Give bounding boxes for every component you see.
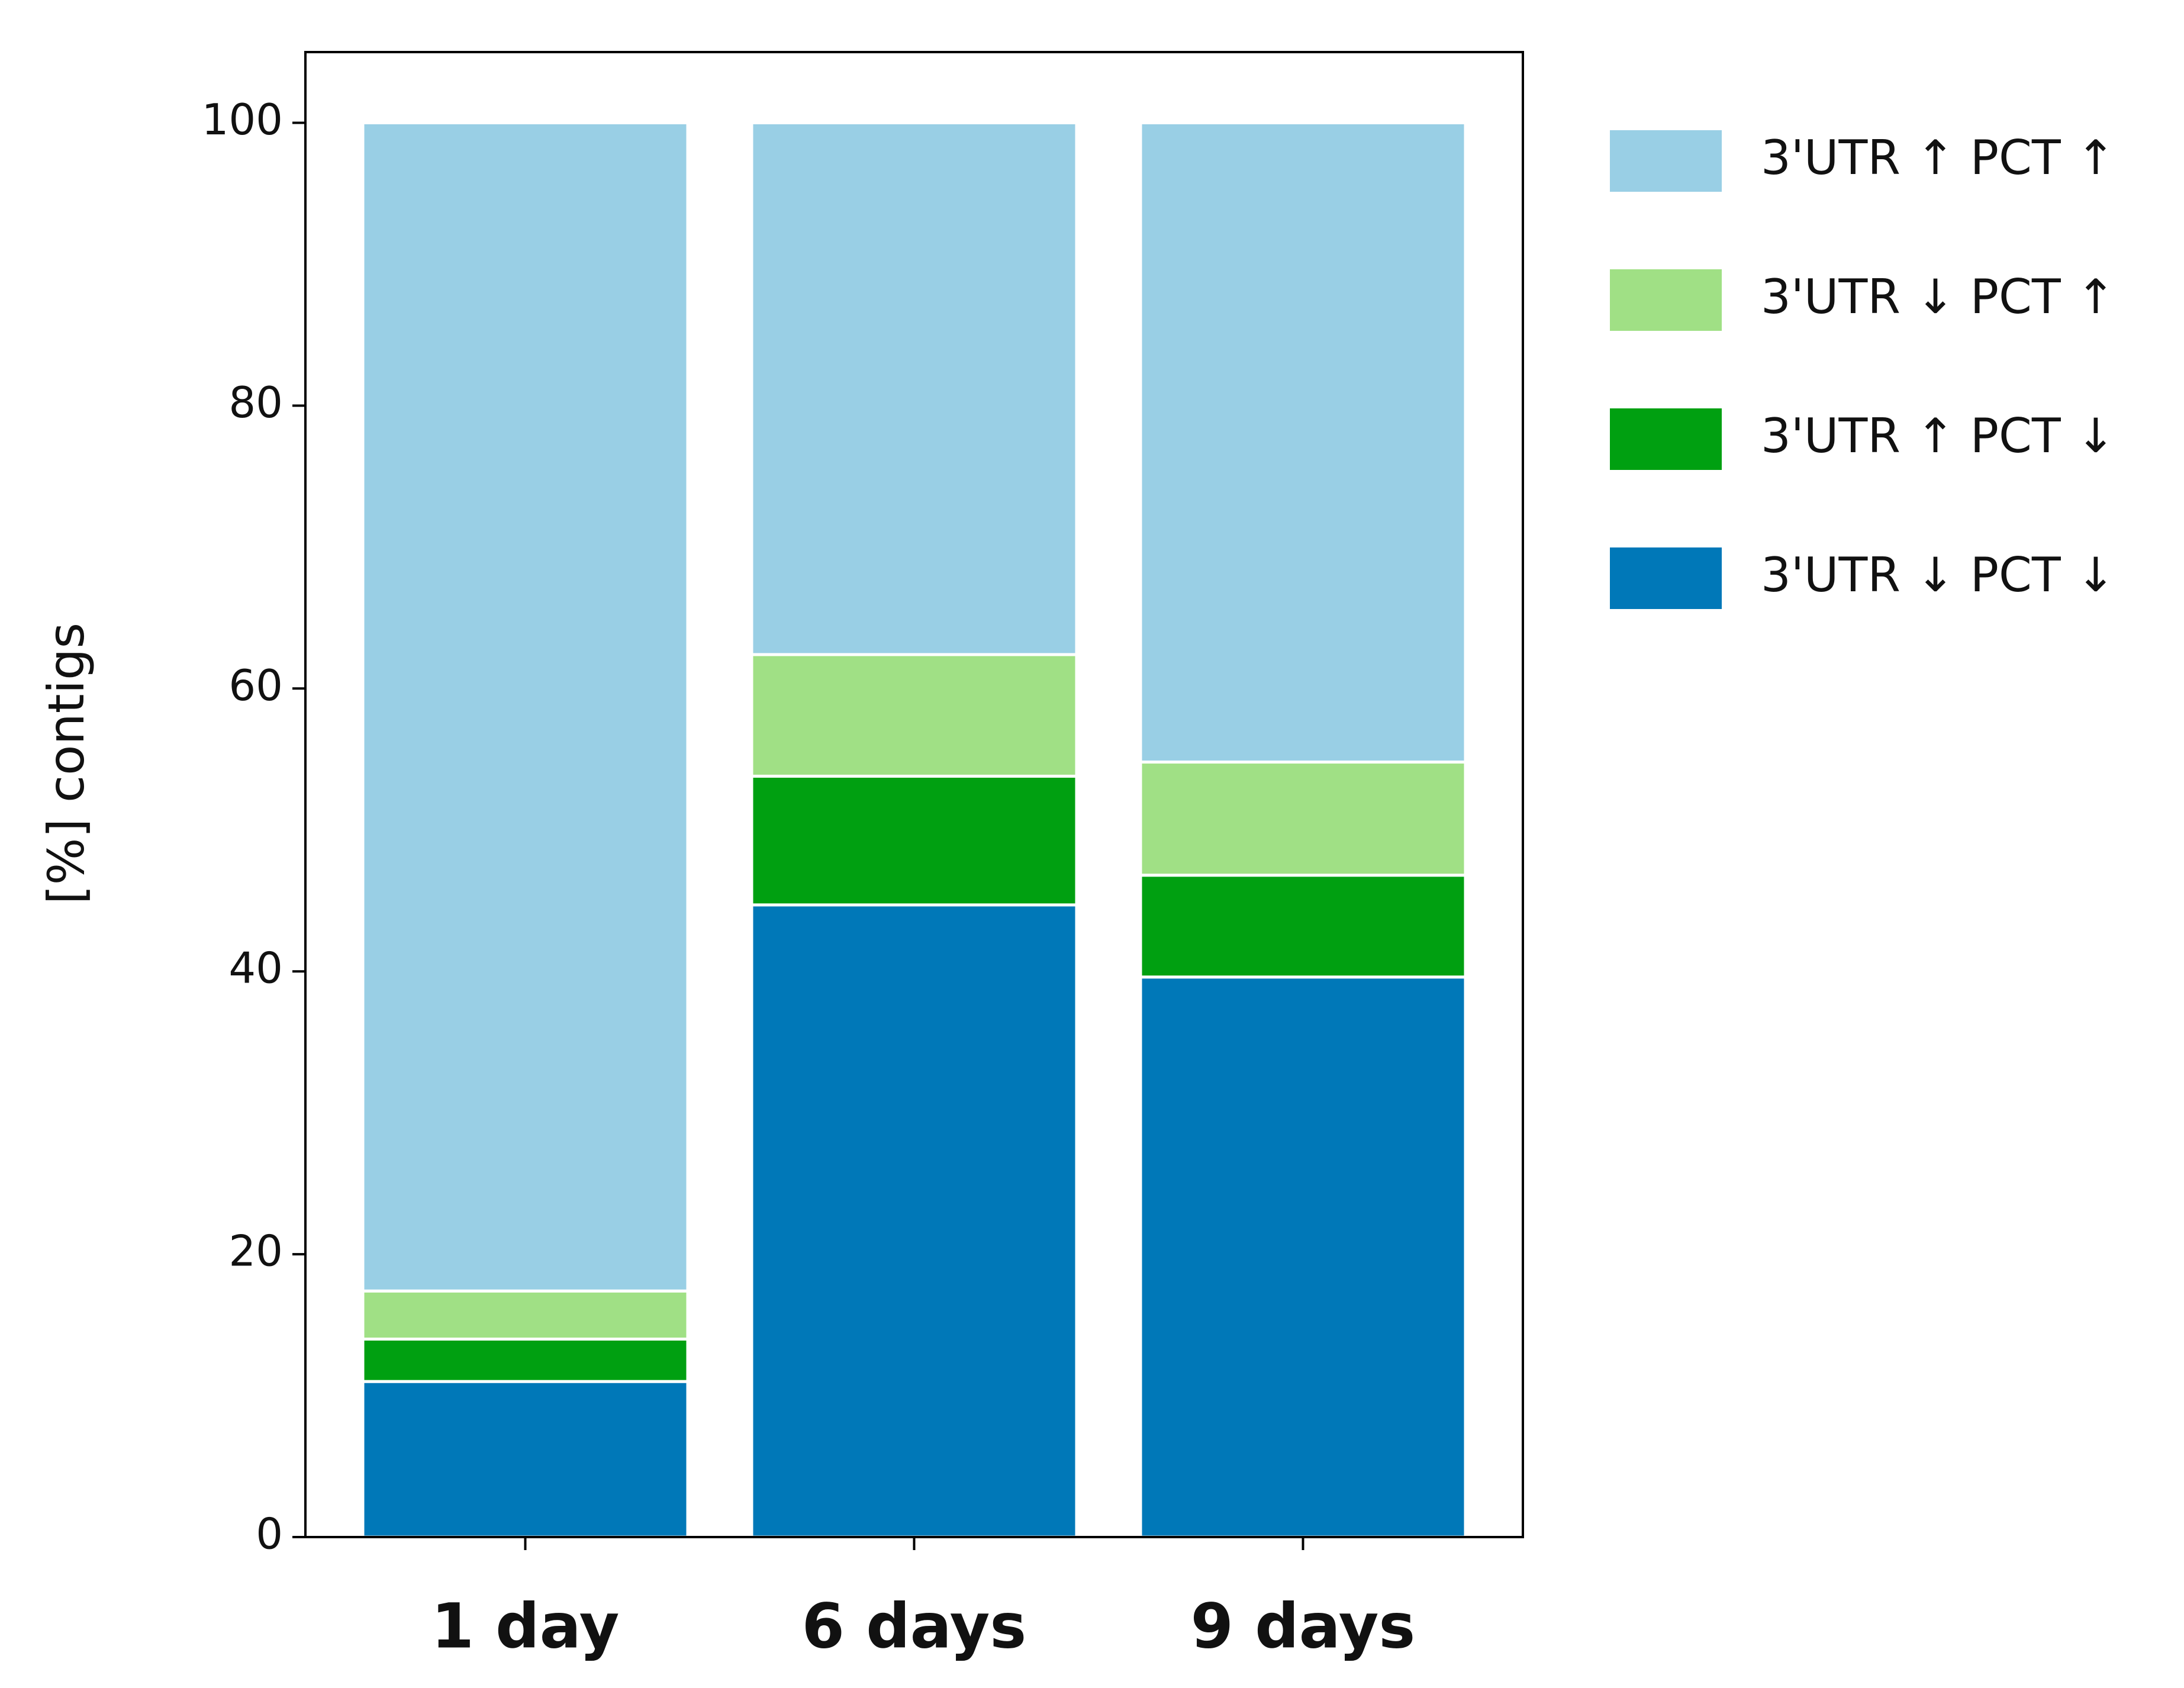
plot-frame xyxy=(304,51,1524,1538)
y-tick-label: 20 xyxy=(228,1226,283,1276)
y-tick-label: 100 xyxy=(202,95,283,144)
bar-segment xyxy=(1139,761,1467,877)
x-tick-label: 1 day xyxy=(431,1590,620,1662)
bar-segment xyxy=(750,653,1078,778)
legend-label: 3'UTR ↑ PCT ↓ xyxy=(1761,408,2115,463)
legend-swatch xyxy=(1610,547,1722,609)
x-tick-label: 6 days xyxy=(802,1590,1027,1662)
bar-segment xyxy=(361,1380,690,1539)
y-tick-label: 80 xyxy=(228,378,283,427)
bar-segment xyxy=(361,121,690,1293)
bar-segment xyxy=(1139,121,1467,764)
legend-swatch xyxy=(1610,130,1722,192)
legend-swatch xyxy=(1610,408,1722,470)
legend-label: 3'UTR ↑ PCT ↑ xyxy=(1761,130,2115,185)
y-tick-label: 60 xyxy=(228,661,283,710)
bar-segment xyxy=(750,774,1078,907)
y-tick-label: 40 xyxy=(228,943,283,993)
y-axis-label: [%] contigs xyxy=(37,623,95,904)
bar-segment xyxy=(750,121,1078,656)
bar-segment xyxy=(361,1289,690,1341)
bar-segment xyxy=(750,903,1078,1539)
legend-label: 3'UTR ↓ PCT ↓ xyxy=(1761,547,2115,603)
legend-label: 3'UTR ↓ PCT ↑ xyxy=(1761,269,2115,324)
y-tick-label: 0 xyxy=(256,1509,283,1559)
bar-segment xyxy=(1139,975,1467,1539)
bar-segment xyxy=(361,1337,690,1383)
legend-swatch xyxy=(1610,269,1722,331)
x-tick-label: 9 days xyxy=(1191,1590,1416,1662)
bar-segment xyxy=(1139,874,1467,979)
